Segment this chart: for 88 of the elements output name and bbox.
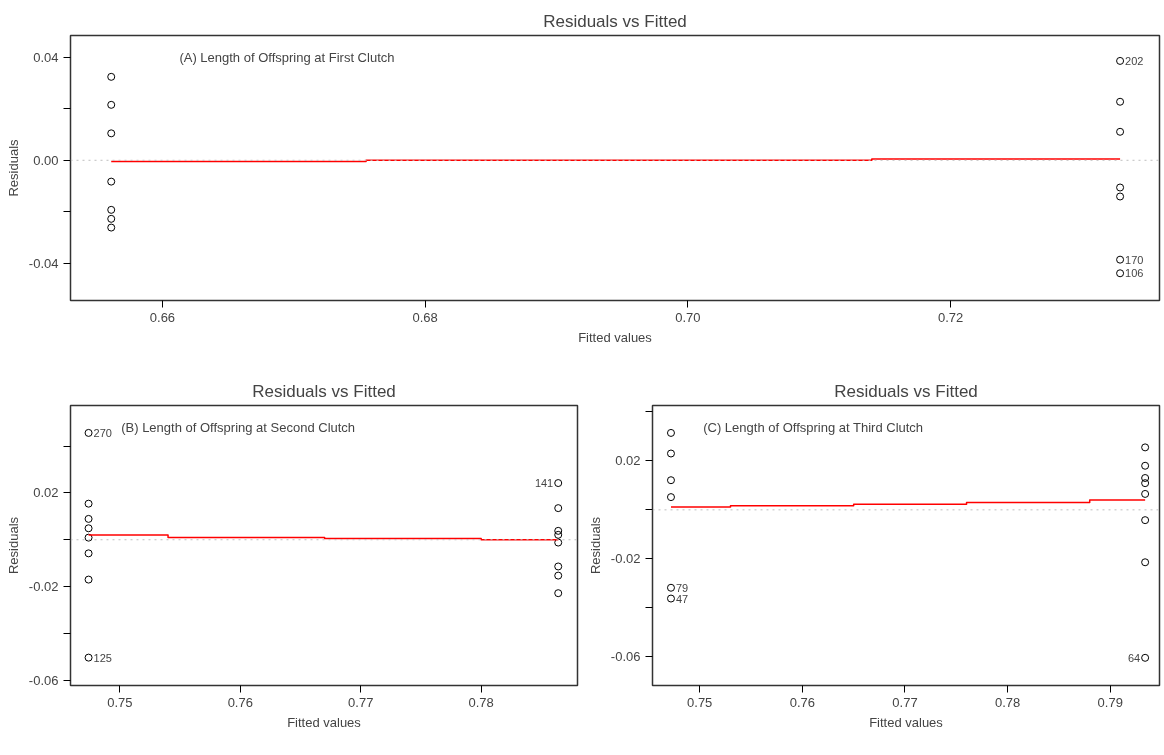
y-axis-title: Residuals bbox=[5, 138, 21, 197]
point bbox=[1116, 183, 1125, 192]
point bbox=[666, 428, 675, 437]
x-tick-label: 0.77 bbox=[348, 694, 374, 710]
y-tick-label: -0.06 bbox=[610, 649, 641, 665]
point bbox=[554, 530, 563, 539]
annotation: 47 bbox=[675, 592, 689, 605]
point bbox=[1141, 558, 1150, 567]
point bbox=[554, 589, 563, 598]
annotation: 270 bbox=[93, 426, 112, 439]
x-tick-label: 0.76 bbox=[227, 694, 253, 710]
y-tick-label: -0.02 bbox=[28, 579, 59, 595]
point bbox=[554, 562, 563, 571]
point bbox=[1116, 97, 1125, 106]
point bbox=[84, 514, 93, 523]
point bbox=[666, 594, 675, 603]
point bbox=[666, 493, 675, 502]
annotation: 141 bbox=[534, 477, 554, 490]
point bbox=[107, 100, 116, 109]
x-axis-title: Fitted values bbox=[578, 329, 653, 345]
point bbox=[666, 476, 675, 485]
x-axis-title: Fitted values bbox=[869, 714, 944, 730]
chart-title: Residuals vs Fitted bbox=[252, 381, 396, 401]
y-tick-label: 0.00 bbox=[33, 152, 59, 168]
point bbox=[1141, 474, 1150, 482]
y-axis-title: Residuals bbox=[5, 516, 21, 575]
x-tick-label: 0.72 bbox=[937, 309, 964, 325]
point bbox=[107, 72, 116, 81]
point bbox=[84, 428, 93, 437]
x-tick-label: 0.66 bbox=[149, 309, 176, 325]
chart-title: Residuals vs Fitted bbox=[834, 381, 978, 401]
point bbox=[107, 214, 116, 223]
point bbox=[84, 653, 93, 662]
x-tick-label: 0.79 bbox=[1097, 694, 1123, 710]
y-tick-label: -0.06 bbox=[28, 672, 59, 688]
point bbox=[1116, 127, 1125, 136]
point bbox=[84, 524, 93, 533]
point bbox=[554, 504, 563, 513]
annotation: 106 bbox=[1125, 267, 1144, 280]
x-tick-label: 0.68 bbox=[412, 309, 438, 325]
point bbox=[666, 583, 675, 592]
point bbox=[1141, 443, 1150, 452]
y-tick-label: -0.04 bbox=[28, 255, 59, 271]
chart-title: Residuals vs Fitted bbox=[543, 11, 687, 31]
annotation: 64 bbox=[1127, 651, 1141, 664]
point bbox=[107, 223, 116, 232]
y-axis-title: Residuals bbox=[587, 516, 603, 575]
annotation: (C) Length of Offspring at Third Clutch bbox=[703, 420, 924, 435]
x-tick-label: 0.78 bbox=[994, 694, 1021, 710]
point bbox=[1141, 489, 1150, 498]
line-series bbox=[670, 499, 1146, 508]
y-tick-label: 0.02 bbox=[615, 453, 641, 469]
point bbox=[1116, 255, 1125, 264]
annotation: 170 bbox=[1125, 253, 1144, 266]
annotation: 202 bbox=[1125, 54, 1144, 67]
y-tick-label: -0.02 bbox=[610, 551, 641, 567]
point bbox=[107, 129, 116, 138]
x-tick-label: 0.76 bbox=[789, 694, 815, 710]
point bbox=[107, 177, 116, 186]
y-tick-label: 0.02 bbox=[33, 485, 59, 501]
point bbox=[554, 571, 563, 580]
point bbox=[84, 549, 93, 558]
annotation: 125 bbox=[93, 651, 112, 664]
point bbox=[1141, 653, 1150, 662]
point bbox=[554, 479, 563, 488]
x-tick-label: 0.70 bbox=[675, 309, 701, 325]
point bbox=[1141, 461, 1150, 470]
point bbox=[107, 205, 116, 214]
point bbox=[554, 538, 563, 547]
y-tick-label: 0.04 bbox=[33, 50, 59, 66]
point bbox=[554, 526, 563, 535]
point bbox=[84, 533, 93, 542]
x-tick-label: 0.77 bbox=[892, 694, 918, 710]
x-axis-title: Fitted values bbox=[287, 714, 362, 730]
annotation: (A) Length of Offspring at First Clutch bbox=[179, 50, 395, 65]
point bbox=[1116, 269, 1125, 278]
point bbox=[84, 499, 93, 508]
point bbox=[84, 575, 93, 584]
point bbox=[1116, 56, 1125, 65]
x-tick-label: 0.78 bbox=[468, 694, 494, 710]
point bbox=[1116, 192, 1125, 201]
point bbox=[1141, 479, 1150, 488]
point bbox=[666, 449, 675, 458]
point bbox=[1141, 516, 1150, 525]
x-tick-label: 0.75 bbox=[107, 694, 133, 710]
annotation: (B) Length of Offspring at Second Clutch bbox=[121, 420, 356, 435]
annotation: 79 bbox=[675, 581, 689, 594]
x-tick-label: 0.75 bbox=[687, 694, 713, 710]
